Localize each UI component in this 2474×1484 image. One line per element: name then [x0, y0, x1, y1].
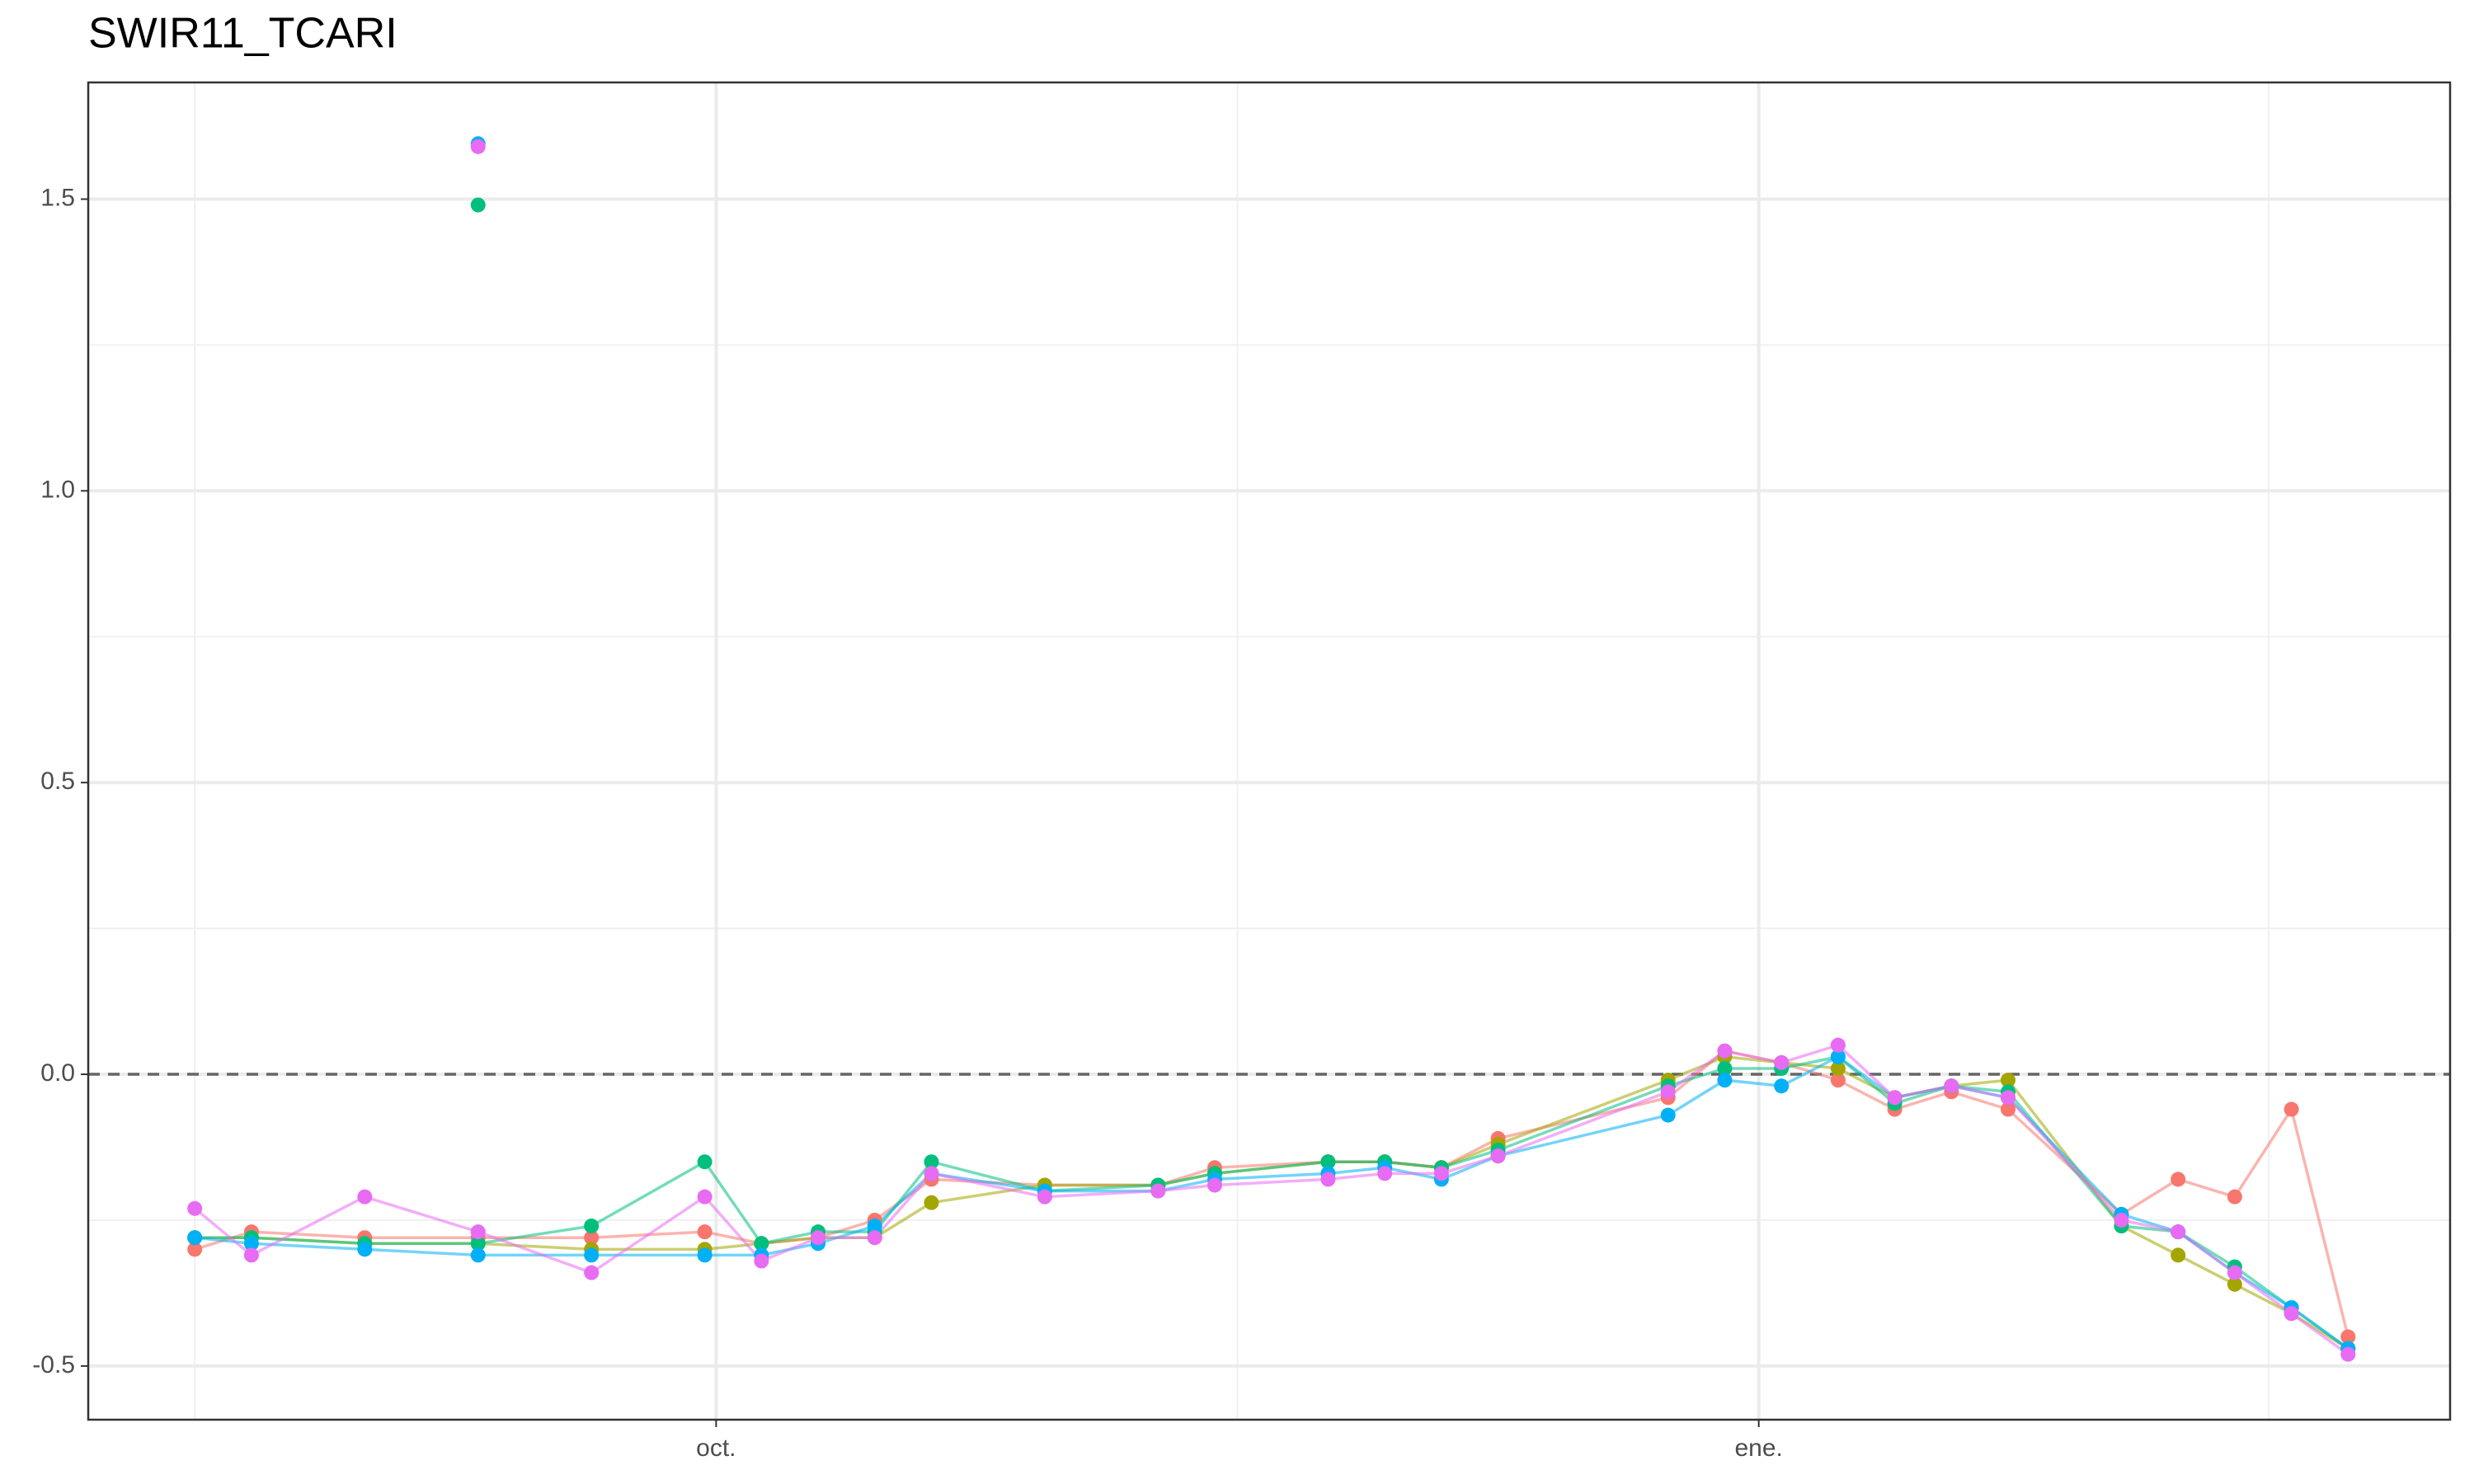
data-point — [2227, 1189, 2242, 1205]
x-tick-label: ene. — [1734, 1435, 1782, 1462]
data-point — [470, 1236, 486, 1252]
data-point — [697, 1189, 713, 1205]
data-point — [470, 1247, 486, 1263]
series-line — [194, 1043, 2349, 1356]
data-point — [470, 197, 486, 213]
data-point — [1037, 1189, 1052, 1205]
data-point — [867, 1219, 882, 1234]
y-tick-label: 1.5 — [40, 184, 75, 211]
data-point — [1830, 1037, 1846, 1053]
data-point — [924, 1195, 939, 1210]
data-point — [2340, 1346, 2356, 1362]
data-point — [1830, 1073, 1846, 1088]
data-point — [1660, 1107, 1676, 1123]
x-tick-label: oct. — [696, 1435, 736, 1462]
data-point — [1717, 1043, 1733, 1059]
data-point — [187, 1230, 203, 1246]
data-point — [924, 1154, 939, 1170]
y-tick-label: 0.0 — [40, 1059, 75, 1087]
y-tick-label: -0.5 — [32, 1351, 75, 1378]
data-point — [584, 1230, 600, 1246]
data-point — [2171, 1172, 2186, 1187]
data-point — [754, 1253, 769, 1269]
data-point — [697, 1224, 713, 1240]
series-line — [195, 1055, 2349, 1350]
data-point — [1490, 1148, 1506, 1164]
data-point — [1207, 1177, 1223, 1193]
data-point — [1774, 1054, 1790, 1070]
data-point — [1944, 1078, 1959, 1094]
data-point — [357, 1189, 373, 1205]
data-point — [584, 1265, 600, 1280]
data-point — [1774, 1078, 1790, 1094]
data-point — [2171, 1224, 2186, 1240]
data-point — [1377, 1166, 1393, 1181]
data-point — [187, 1242, 203, 1257]
data-point — [2227, 1265, 2242, 1280]
y-tick-label: 1.0 — [40, 476, 75, 503]
data-point — [2284, 1306, 2299, 1322]
data-point — [584, 1247, 600, 1263]
data-point — [1320, 1172, 1336, 1187]
data-point — [1887, 1090, 1903, 1106]
data-point — [1717, 1073, 1733, 1088]
data-point — [1320, 1154, 1336, 1170]
data-point — [1150, 1183, 1166, 1199]
chart-title: SWIR11_TCARI — [88, 10, 397, 58]
data-point — [1660, 1084, 1676, 1100]
data-point — [754, 1236, 769, 1252]
data-point — [2340, 1329, 2356, 1345]
data-point — [2227, 1276, 2242, 1292]
data-point — [697, 1247, 713, 1263]
data-point — [2001, 1090, 2016, 1106]
data-point — [187, 1200, 203, 1216]
data-point — [357, 1242, 373, 1257]
plot-border — [87, 81, 2452, 1421]
data-point — [1830, 1049, 1846, 1064]
data-point — [1717, 1060, 1733, 1076]
data-point — [2001, 1073, 2016, 1088]
data-point — [243, 1247, 259, 1263]
data-point — [924, 1166, 939, 1181]
data-point — [470, 139, 486, 154]
data-point — [470, 1224, 486, 1240]
data-point — [697, 1154, 713, 1170]
data-point — [2284, 1101, 2299, 1117]
data-point — [2001, 1101, 2016, 1117]
y-tick-label: 0.5 — [40, 768, 75, 795]
data-point — [243, 1236, 259, 1252]
data-point — [2171, 1247, 2186, 1263]
series-line — [194, 1049, 2349, 1337]
data-point — [584, 1219, 600, 1234]
data-point — [811, 1230, 826, 1246]
data-point — [867, 1230, 882, 1246]
data-point — [1433, 1166, 1449, 1181]
data-point — [1830, 1060, 1846, 1076]
data-point — [2114, 1212, 2129, 1228]
